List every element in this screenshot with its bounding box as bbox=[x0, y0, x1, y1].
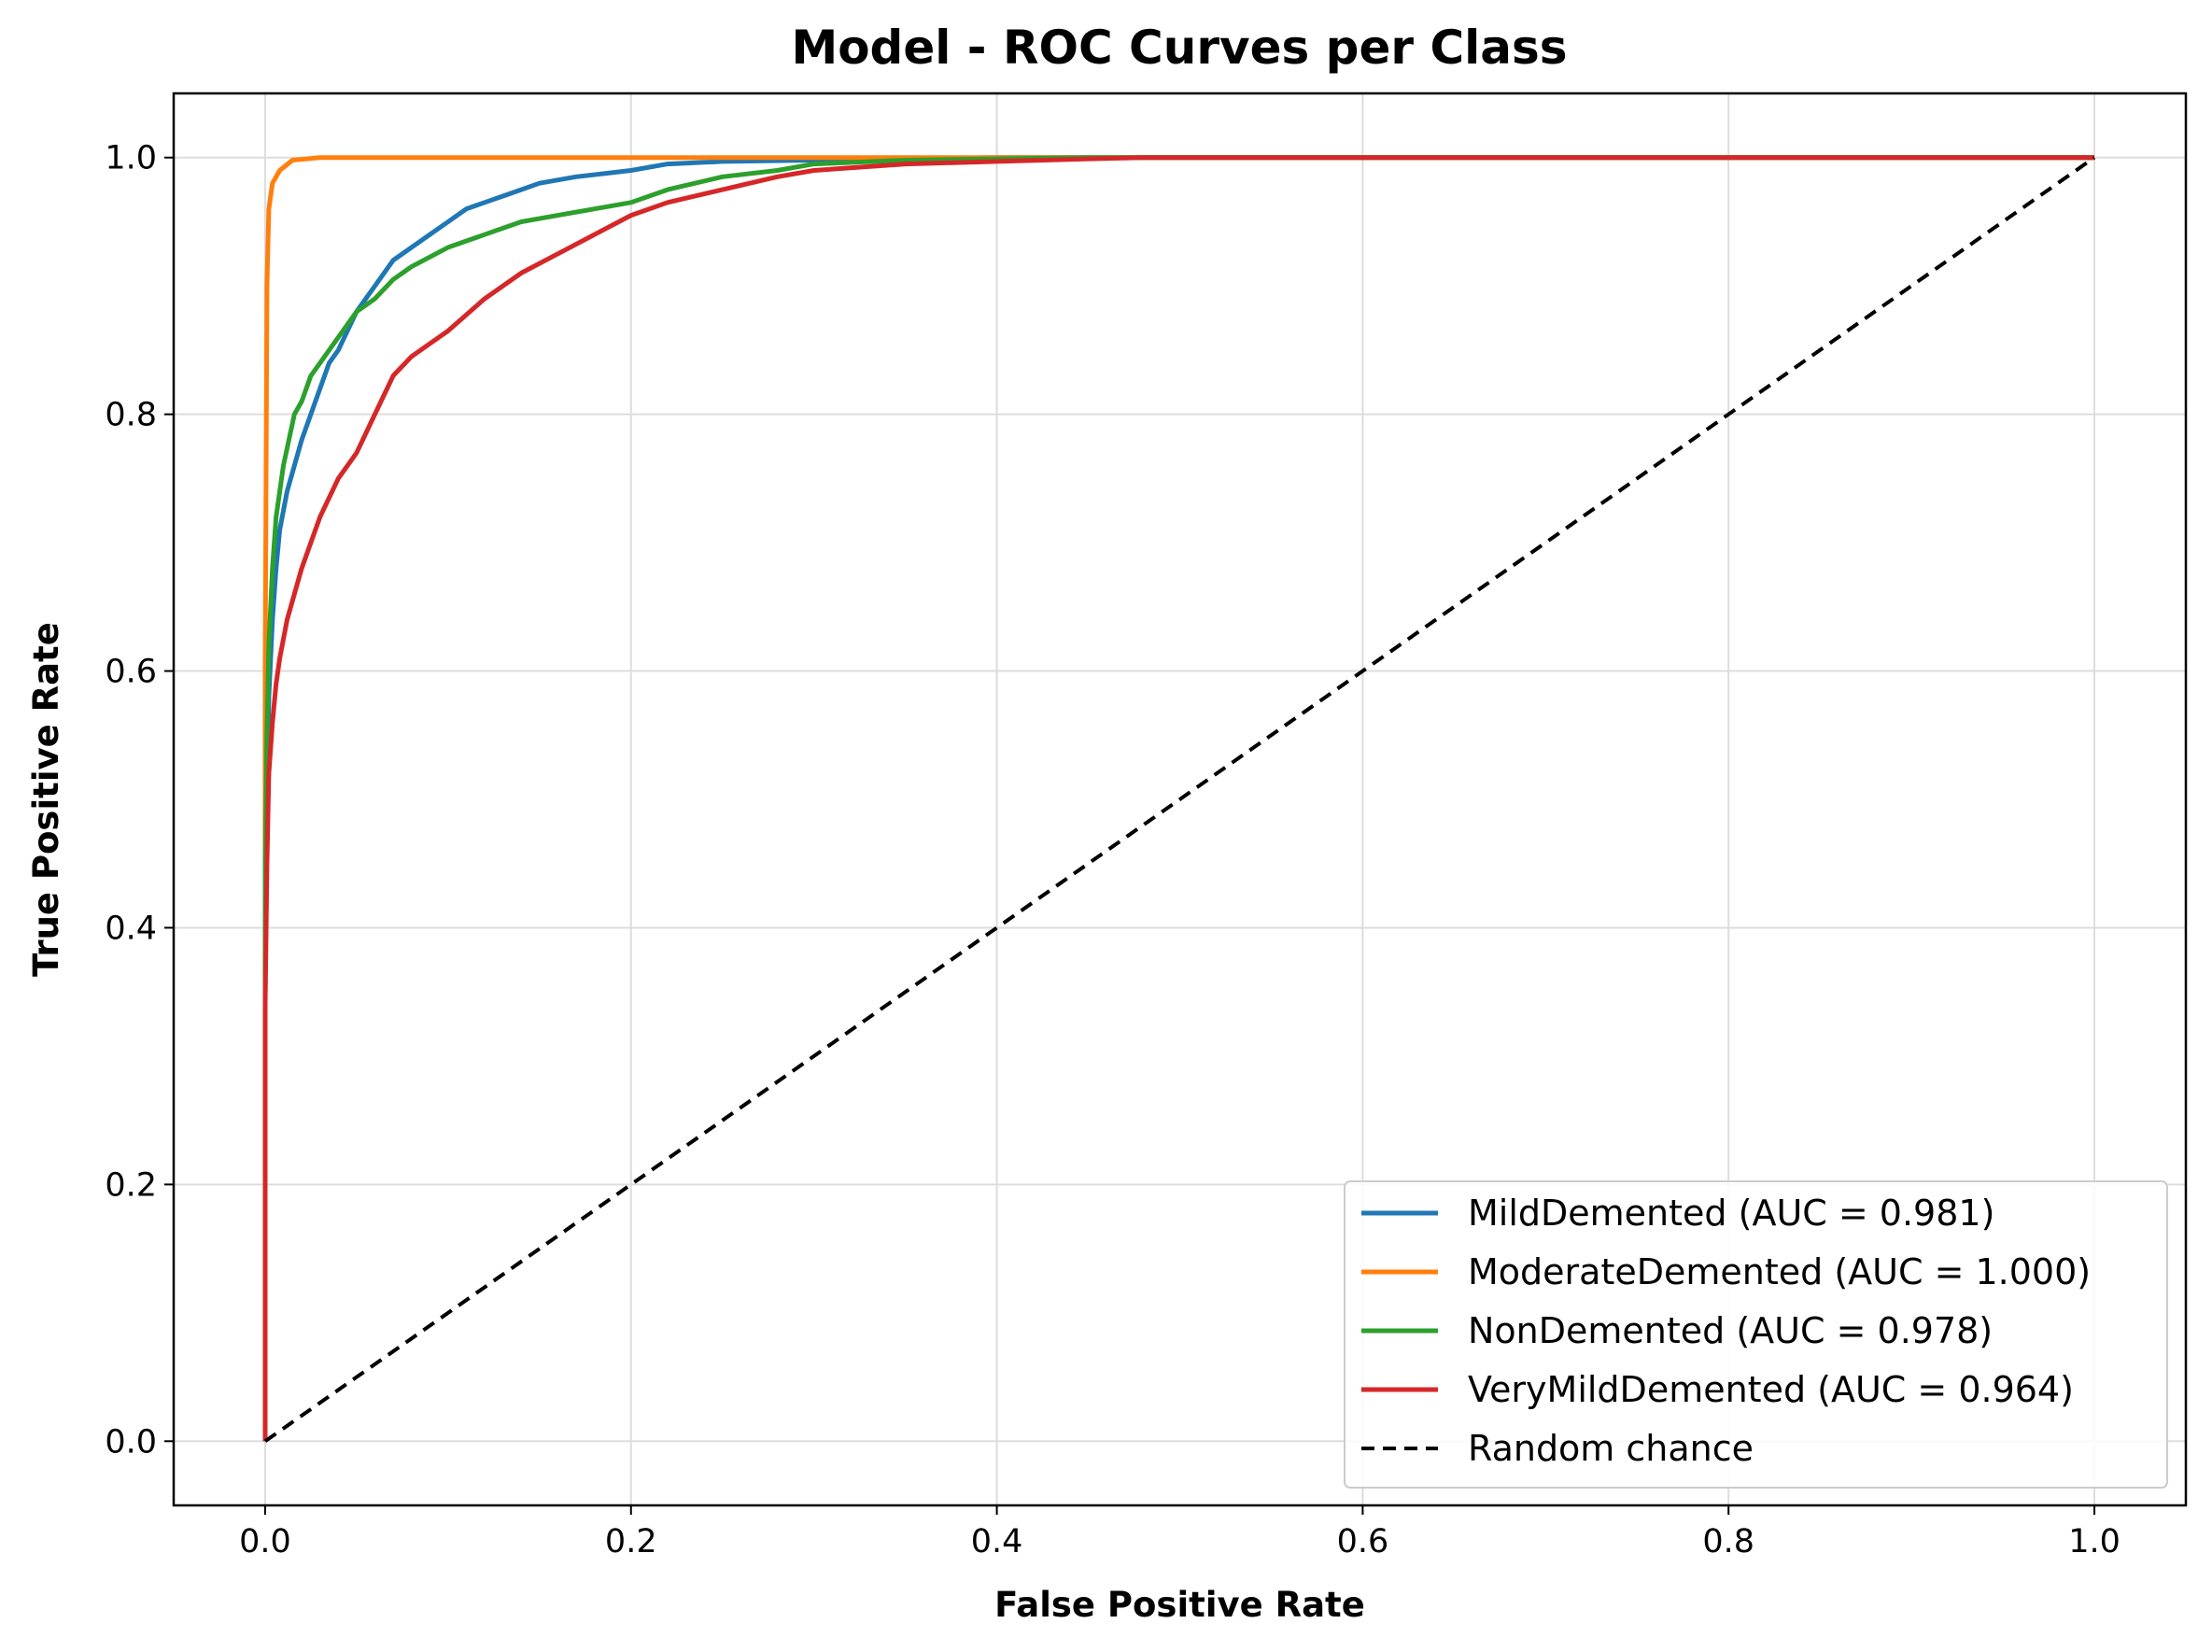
chart-title: Model - ROC Curves per Class bbox=[791, 21, 1567, 75]
x-tick-label: 0.0 bbox=[239, 1523, 291, 1560]
y-tick-label: 1.0 bbox=[105, 140, 157, 177]
series-line-0 bbox=[262, 155, 2094, 1442]
y-tick-label: 0.6 bbox=[105, 654, 157, 691]
series-line-3 bbox=[262, 155, 2094, 1442]
x-tick-label: 0.6 bbox=[1337, 1523, 1389, 1560]
y-tick-label: 0.8 bbox=[105, 397, 157, 434]
x-tick-label: 0.4 bbox=[971, 1523, 1023, 1560]
legend-label: NonDemented (AUC = 0.978) bbox=[1468, 1310, 1993, 1351]
legend-label: VeryMildDemented (AUC = 0.964) bbox=[1468, 1369, 2074, 1410]
y-tick-label: 0.0 bbox=[105, 1423, 157, 1461]
series-line-1 bbox=[262, 155, 2094, 1442]
x-tick-label: 0.2 bbox=[605, 1523, 657, 1560]
plot-series bbox=[262, 155, 2096, 1443]
axis-ticks: 0.0 0.2 0.4 0.6 0.8 1.0 0.0 0.2 0.4 0.6 0.8 1.0 bbox=[105, 140, 2120, 1560]
legend-label: Random chance bbox=[1468, 1428, 1754, 1469]
series-line-2 bbox=[262, 155, 2094, 1442]
x-axis-label: False Positive Rate bbox=[994, 1585, 1365, 1625]
legend-box bbox=[1344, 1180, 2168, 1489]
legend-label: MildDemented (AUC = 0.981) bbox=[1468, 1193, 1994, 1234]
y-axis-label: True Positive Rate bbox=[26, 622, 66, 977]
x-tick-label: 0.8 bbox=[1702, 1523, 1754, 1560]
series-line-random-chance bbox=[263, 156, 2096, 1443]
x-tick-label: 1.0 bbox=[2068, 1523, 2120, 1560]
legend: MildDemented (AUC = 0.981) ModerateDement… bbox=[1344, 1180, 2168, 1489]
plot-frame bbox=[172, 92, 2188, 1507]
y-tick-label: 0.2 bbox=[105, 1166, 157, 1204]
y-tick-label: 0.4 bbox=[105, 910, 157, 947]
legend-label: ModerateDemented (AUC = 1.000) bbox=[1468, 1251, 2091, 1292]
